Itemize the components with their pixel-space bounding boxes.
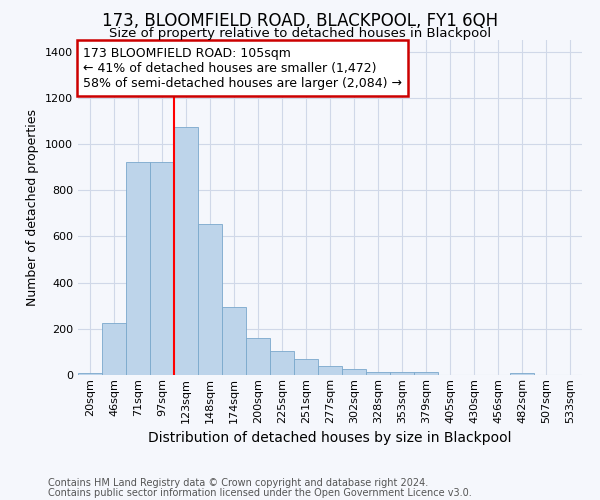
Bar [342,369,366,375]
Bar [318,366,342,375]
Text: 173, BLOOMFIELD ROAD, BLACKPOOL, FY1 6QH: 173, BLOOMFIELD ROAD, BLACKPOOL, FY1 6QH [102,12,498,30]
Bar [150,162,174,375]
Bar [246,338,270,375]
Y-axis label: Number of detached properties: Number of detached properties [26,109,40,306]
Bar [390,372,414,375]
Bar [414,372,438,375]
Text: Contains HM Land Registry data © Crown copyright and database right 2024.: Contains HM Land Registry data © Crown c… [48,478,428,488]
Bar [174,126,198,375]
Text: Contains public sector information licensed under the Open Government Licence v3: Contains public sector information licen… [48,488,472,498]
X-axis label: Distribution of detached houses by size in Blackpool: Distribution of detached houses by size … [148,431,512,445]
Bar [366,372,390,375]
Bar [126,162,150,375]
Bar [222,307,246,375]
Bar [510,372,534,375]
Text: 173 BLOOMFIELD ROAD: 105sqm
← 41% of detached houses are smaller (1,472)
58% of : 173 BLOOMFIELD ROAD: 105sqm ← 41% of det… [83,46,402,90]
Bar [294,359,318,375]
Bar [270,350,294,375]
Bar [78,372,102,375]
Text: Size of property relative to detached houses in Blackpool: Size of property relative to detached ho… [109,28,491,40]
Bar [198,224,222,375]
Bar [102,323,126,375]
